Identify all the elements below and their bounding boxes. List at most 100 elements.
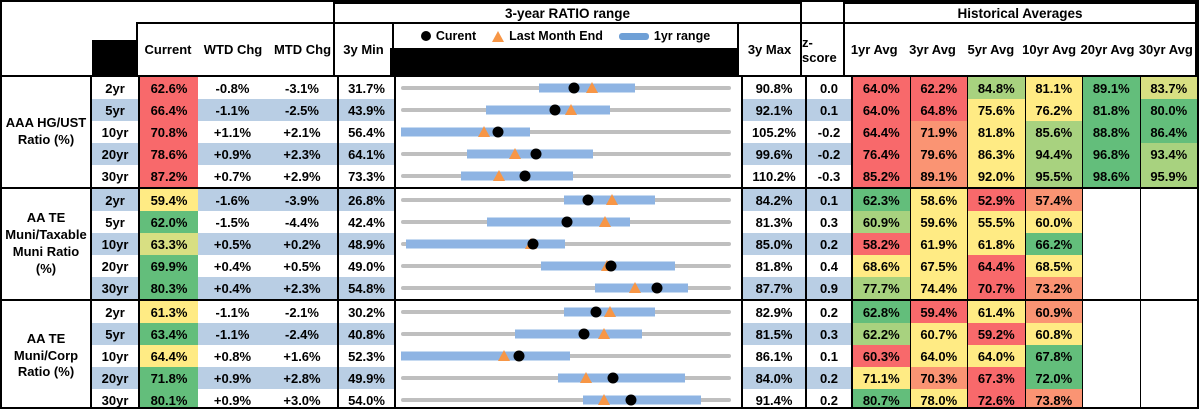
cell-avg-empty [1082, 323, 1140, 345]
cell-avg: 74.4% [909, 277, 967, 299]
legend-range-label: 1yr range [653, 29, 711, 43]
cell-avg: 80.0% [1139, 99, 1197, 121]
cell-avg: 64.4% [967, 255, 1025, 277]
cell-avg: 95.5% [1024, 165, 1082, 187]
cell-avg: 89.1% [909, 165, 967, 187]
range-track [401, 398, 731, 402]
legend-black-bar [390, 48, 739, 76]
cell-avg: 61.4% [967, 301, 1025, 323]
change-columns-header: Current WTD Chg MTD Chg [136, 22, 339, 77]
legend-last-month-end: Last Month End [492, 29, 603, 43]
legend-current-label: Curent [435, 29, 477, 43]
cell-mtd-chg: +2.3% [267, 143, 337, 165]
cell-3y-min: 30.2% [337, 301, 394, 323]
table-row: 20yr 69.9% +0.4% +0.5% 49.0% 81.8% 0.4 68.6% 67.… [92, 255, 1197, 277]
col-header-3y-max: 3y Max [737, 22, 802, 77]
cell-tenor: 10yr [92, 121, 138, 143]
cell-3y-max: 90.8% [741, 77, 805, 99]
range-chart [394, 255, 741, 277]
cell-avg: 72.6% [967, 389, 1025, 407]
cell-z-score: -0.2 [805, 121, 851, 143]
current-dot [519, 170, 531, 182]
col-header-5yr-avg: 5yr Avg [967, 42, 1015, 57]
cell-wtd-chg: +1.1% [198, 121, 267, 143]
col-header-3y-min: 3y Min [333, 22, 394, 77]
range-track [401, 286, 731, 290]
cell-z-score: 0.2 [805, 301, 851, 323]
last-month-triangle [509, 148, 522, 160]
cell-current: 87.2% [138, 165, 198, 187]
cell-tenor: 5yr [92, 211, 138, 233]
cell-mtd-chg: -4.4% [267, 211, 337, 233]
cell-avg: 58.6% [909, 189, 967, 211]
cell-avg: 57.4% [1024, 189, 1082, 211]
col-header-20yr-avg: 20yr Avg [1080, 42, 1135, 57]
cell-current: 63.3% [138, 233, 198, 255]
cell-tenor: 2yr [92, 77, 138, 99]
cell-wtd-chg: +0.8% [198, 345, 267, 367]
group-rows: 2yr 61.3% -1.1% -2.1% 30.2% 82.9% 0.2 62.8% 59.4… [92, 301, 1197, 407]
cell-3y-min: 49.9% [337, 367, 394, 389]
cell-avg: 62.2% [851, 323, 910, 345]
tenor-header-black-cell [92, 40, 140, 77]
cell-avg: 80.7% [851, 389, 910, 407]
range-bar-icon [618, 32, 649, 40]
cell-wtd-chg: +0.9% [198, 389, 267, 407]
cell-3y-max: 92.1% [741, 99, 805, 121]
col-header-wtd-chg: WTD Chg [203, 42, 263, 57]
current-dot [605, 260, 617, 272]
cell-avg: 62.2% [909, 77, 967, 99]
cell-wtd-chg: -1.1% [198, 323, 267, 345]
table-header: 3-year RATIO range Historical Averages C… [2, 2, 1197, 77]
cell-avg-empty [1139, 367, 1197, 389]
table-row: 10yr 70.8% +1.1% +2.1% 56.4% 105.2% -0.2 64.4% 7… [92, 121, 1197, 143]
range-chart [394, 277, 741, 299]
cell-tenor: 20yr [92, 367, 138, 389]
range-chart [394, 99, 741, 121]
cell-avg: 70.3% [909, 367, 967, 389]
last-month-triangle [579, 372, 592, 384]
cell-avg: 62.3% [851, 189, 910, 211]
cell-avg: 85.6% [1024, 121, 1082, 143]
cell-avg-empty [1082, 367, 1140, 389]
cell-wtd-chg: +0.7% [198, 165, 267, 187]
cell-3y-max: 84.0% [741, 367, 805, 389]
cell-mtd-chg: +1.6% [267, 345, 337, 367]
current-dot [549, 104, 561, 116]
cell-wtd-chg: +0.4% [198, 255, 267, 277]
cell-z-score: 0.2 [805, 389, 851, 407]
cell-avg: 60.9% [1024, 301, 1082, 323]
cell-avg: 88.8% [1082, 121, 1140, 143]
current-dot [651, 282, 663, 294]
cell-3y-min: 49.0% [337, 255, 394, 277]
group-rows: 2yr 59.4% -1.6% -3.9% 26.8% 84.2% 0.1 62.3% 58.6… [92, 189, 1197, 299]
current-dot [578, 328, 590, 340]
cell-mtd-chg: -2.5% [267, 99, 337, 121]
cell-avg: 77.7% [851, 277, 910, 299]
cell-mtd-chg: +2.3% [267, 277, 337, 299]
cell-avg-empty [1139, 301, 1197, 323]
cell-avg: 61.8% [967, 233, 1025, 255]
cell-avg: 84.8% [967, 77, 1025, 99]
1yr-range-bar [485, 105, 610, 115]
range-track [401, 130, 731, 134]
cell-tenor: 30yr [92, 277, 138, 299]
cell-tenor: 20yr [92, 143, 138, 165]
cell-avg: 64.4% [851, 121, 910, 143]
cell-3y-max: 99.6% [741, 143, 805, 165]
cell-avg: 60.8% [1024, 323, 1082, 345]
cell-avg: 81.8% [1082, 99, 1140, 121]
cell-tenor: 10yr [92, 233, 138, 255]
cell-z-score: 0.1 [805, 345, 851, 367]
cell-avg-empty [1082, 389, 1140, 407]
range-chart [394, 189, 741, 211]
cell-3y-max: 105.2% [741, 121, 805, 143]
cell-avg: 68.6% [851, 255, 910, 277]
cell-wtd-chg: +0.9% [198, 367, 267, 389]
current-dot [527, 238, 539, 250]
current-dot [568, 82, 580, 94]
cell-avg: 85.2% [851, 165, 910, 187]
last-month-triangle [605, 194, 618, 206]
cell-current: 78.6% [138, 143, 198, 165]
1yr-range-bar [460, 171, 573, 181]
